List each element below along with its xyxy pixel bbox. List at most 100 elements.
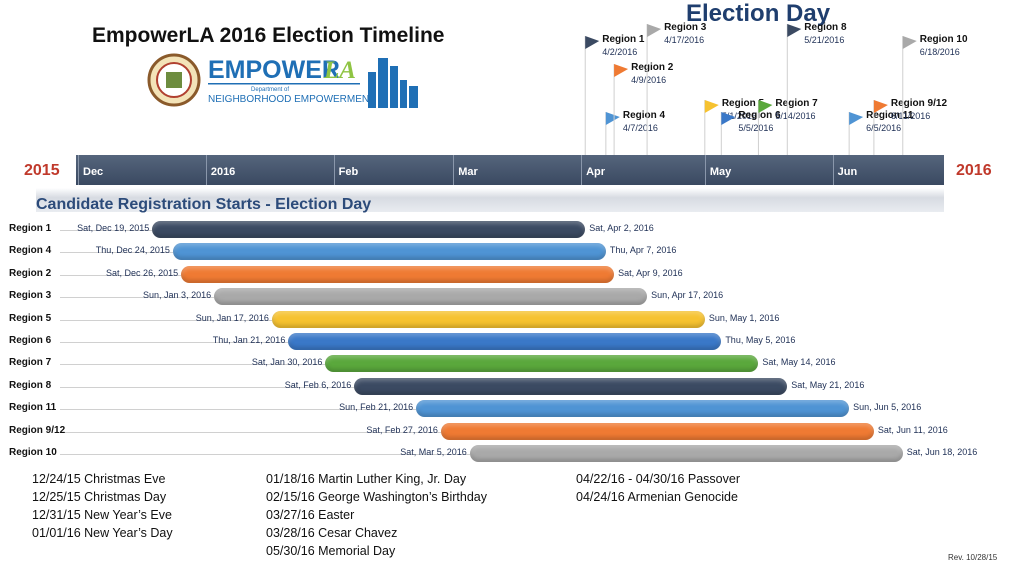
region-label: Region 3 (9, 290, 52, 302)
end-date-label: Thu, May 5, 2016 (725, 335, 796, 345)
start-date-label: Thu, Dec 24, 2015 (95, 245, 170, 256)
flag-region-name: Region 7 (775, 98, 818, 109)
start-date-label: Sat, Dec 26, 2015 (106, 267, 179, 278)
region-label: Region 7 (9, 357, 52, 369)
region-label: Region 10 (9, 447, 57, 458)
logo-line-1: Department of (251, 87, 289, 93)
holiday-item: 12/25/15 Christmas Day (32, 490, 167, 504)
section-divider (36, 188, 944, 212)
holiday-item: 05/30/16 Memorial Day (266, 544, 396, 558)
month-label: Dec (83, 166, 104, 178)
holiday-item: 12/24/15 Christmas Eve (32, 472, 166, 486)
flag-region-name: Region 9/12 (891, 98, 948, 109)
registration-period-bar (354, 377, 788, 395)
holiday-item: 03/27/16 Easter (266, 508, 355, 522)
start-date-label: Sat, Jan 30, 2016 (251, 357, 323, 368)
holiday-item: 03/28/16 Cesar Chavez (266, 526, 398, 540)
flag-election-date: 6/11/2016 (891, 111, 930, 121)
region-label: Region 8 (9, 379, 52, 391)
election-flag-icon (758, 100, 773, 113)
registration-period-bar (271, 310, 705, 328)
registration-period-bar (288, 333, 722, 350)
flag-region-name: Region 10 (920, 34, 968, 45)
month-tick (205, 155, 207, 185)
row-guide-line (60, 431, 441, 433)
election-flag-icon (849, 112, 864, 125)
flag-region-name: Region 5 (722, 98, 765, 109)
flag-election-date: 4/17/2016 (664, 35, 704, 45)
logo-word-2: LA (323, 57, 356, 84)
month-tick (333, 155, 335, 185)
flag-region-name: Region 11 (866, 110, 914, 121)
flag-election-date: 4/9/2016 (631, 75, 666, 85)
flag-election-date: 5/1/2016 (722, 111, 757, 121)
month-label: Apr (586, 166, 606, 178)
registration-period-bar (172, 243, 606, 261)
flag-region-name: Region 6 (738, 110, 781, 121)
row-guide-line (60, 454, 470, 455)
end-date-label: Sun, May 1, 2016 (708, 312, 780, 323)
end-date-label: Sat, May 21, 2016 (791, 379, 865, 390)
start-date-label: Sat, Feb 27, 2016 (366, 424, 438, 435)
registration-period-bar (181, 265, 615, 283)
start-date-label: Sat, Mar 5, 2016 (400, 447, 467, 457)
logo-line-2: NEIGHBORHOOD EMPOWERMENT (208, 94, 375, 105)
row-guide-line (60, 274, 182, 276)
row-guide-line (60, 230, 153, 231)
region-label: Region 11 (9, 402, 57, 414)
flag-election-date: 4/7/2016 (623, 123, 658, 133)
flag-election-date: 4/2/2016 (602, 47, 637, 57)
registration-period-bar (214, 288, 648, 306)
flag-region-name: Region 1 (602, 34, 645, 45)
row-guide-line (60, 364, 326, 366)
region-label: Region 6 (9, 335, 52, 346)
holiday-item: 12/31/15 New Year’s Eve (32, 508, 172, 522)
start-date-label: Sat, Dec 19, 2015 (77, 223, 150, 233)
election-flag-icon (704, 100, 719, 113)
election-day-title: Election Day (686, 0, 831, 27)
end-date-label: Sun, Jun 5, 2016 (853, 402, 922, 413)
end-date-label: Sun, Apr 17, 2016 (651, 290, 724, 301)
row-guide-line (60, 252, 173, 254)
end-date-label: Sat, May 14, 2016 (762, 357, 836, 368)
logo-word-1: EMPOWER (208, 56, 340, 84)
end-date-label: Sat, Jun 18, 2016 (906, 447, 978, 457)
registration-period-bar (469, 445, 903, 462)
row-guide-line (60, 342, 289, 343)
start-date-label: Sun, Feb 21, 2016 (339, 402, 414, 413)
month-tick (453, 155, 455, 185)
region-label: Region 5 (9, 312, 52, 324)
month-tick (581, 155, 583, 185)
month-label: May (709, 166, 732, 178)
month-tick (832, 155, 834, 185)
holiday-item: 04/24/16 Armenian Genocide (576, 490, 738, 504)
month-label: 2016 (210, 166, 236, 178)
registration-period-bar (152, 221, 586, 238)
end-date-label: Sat, Jun 11, 2016 (877, 424, 948, 435)
start-date-label: Sun, Jan 3, 2016 (143, 290, 212, 301)
election-flag-icon (614, 64, 629, 77)
election-flag-icon (787, 24, 802, 37)
flag-election-date: 5/14/2016 (775, 111, 815, 121)
flag-election-date: 5/21/2016 (804, 35, 844, 45)
skyline-icon (368, 58, 418, 108)
flag-election-date: 6/5/2016 (866, 123, 901, 133)
start-date-label: Sat, Feb 6, 2016 (284, 379, 352, 390)
end-date-label: Thu, Apr 7, 2016 (609, 245, 677, 256)
year-end-label: 2016 (956, 162, 992, 179)
row-guide-line (60, 319, 272, 321)
row-guide-line (60, 386, 355, 388)
registration-period-bar (416, 400, 850, 418)
month-tick (704, 155, 706, 185)
flag-election-date: 5/5/2016 (738, 123, 773, 133)
holiday-item: 02/15/16 George Washington’s Birthday (266, 490, 487, 504)
end-date-label: Sat, Apr 9, 2016 (618, 267, 683, 278)
region-label: Region 9/12 (9, 424, 66, 436)
flag-region-name: Region 4 (623, 110, 666, 121)
flag-region-name: Region 8 (804, 22, 847, 33)
end-date-label: Sat, Apr 2, 2016 (589, 223, 654, 233)
registration-period-bar (440, 422, 874, 440)
row-guide-line (60, 297, 215, 299)
election-flag-icon (873, 100, 888, 113)
flag-region-name: Region 3 (664, 22, 707, 33)
